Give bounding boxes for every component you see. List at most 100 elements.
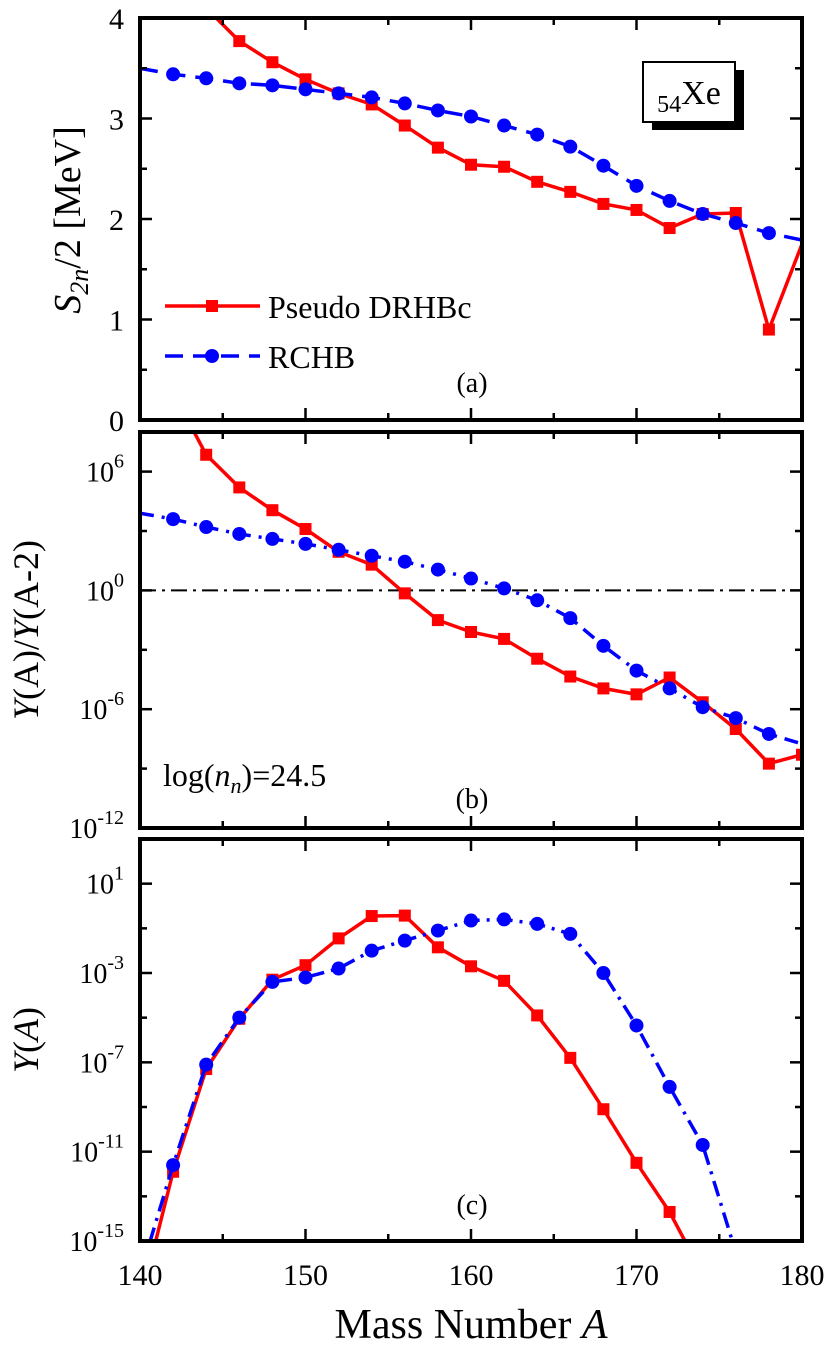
drhbc-point [663,671,676,684]
rchb-point [695,700,710,715]
panel-a-frame [138,16,804,422]
panel-a-ylabel: S2n/2 [MeV] [47,126,94,313]
drhbc-point [762,323,775,336]
panel-b-label: (b) [456,784,489,815]
element-label-box: 54Xe [642,61,744,130]
drhbc-point [564,1051,577,1064]
x-axis-label: Mass Number A [335,1302,608,1348]
rchb-point [298,536,313,551]
rchb-point [331,542,346,557]
drhbc-point [465,960,477,973]
rchb-point [563,611,578,626]
rchb-point [596,158,611,173]
rchb-point [364,943,379,958]
y-tick-label: 10-15 [69,1220,124,1258]
rchb-line-a [140,66,802,242]
rchb-point [364,548,379,563]
rchb-point [728,216,743,231]
rchb-point [265,78,280,93]
drhbc-point [299,523,312,536]
panel-a: 0 1 2 3 4 S2n/2 [MeV] (a) 54Xe Pseudo DRHBc … [47,3,804,438]
panel-c-ylabel: Y(A) [6,1007,46,1073]
drhbc-point [597,682,610,695]
legend-circle-marker [205,349,219,363]
rchb-point [497,912,512,927]
drhbc-point [630,688,643,701]
rchb-point [530,593,545,608]
y-tick-label: 106 [86,451,124,489]
drhbc-point [531,175,544,188]
y-tick-label: 1 [109,305,124,338]
panel-c-frame [138,837,804,1243]
rchb-point [563,139,578,154]
rchb-line-c [148,917,735,1241]
drhbc-point [796,748,802,761]
drhbc-point [431,614,444,627]
rchb-point [530,127,545,142]
rchb-point [497,581,512,596]
rchb-point [166,67,181,82]
rchb-point [265,974,280,989]
drhbc-point [200,448,213,461]
drhbc-point [729,206,742,219]
rchb-point [464,109,478,124]
drhbc-point [398,119,411,132]
element-mass-sub: 54 [657,92,681,118]
rchb-point [232,76,247,91]
y-tick-label: 101 [86,863,124,901]
drhbc-point [630,1156,643,1169]
rchb-point [298,970,313,985]
rchb-point [166,1158,181,1173]
rchb-point [728,711,743,726]
drhbc-point [233,35,246,48]
drhbc-point [498,632,511,645]
drhbc-point [266,56,279,69]
x-tick-label: 180 [780,1259,825,1292]
rchb-point [530,916,545,931]
legend-label-drhbc: Pseudo DRHBc [268,289,472,325]
drhbc-point [531,652,544,665]
rchb-point [761,226,776,241]
legend: Pseudo DRHBc RCHB [165,289,472,375]
y-tick-label: 4 [109,3,124,36]
rchb-point [629,663,644,678]
drhbc-point [465,158,477,171]
drhbc-point [365,910,378,923]
legend-label-rchb: RCHB [268,339,355,375]
rchb-point [199,520,214,535]
rchb-point [199,1057,214,1072]
drhbc-point [663,222,676,235]
x-tick-label: 140 [118,1259,163,1292]
drhbc-point [431,941,444,954]
panel-c: 10-15 10-11 10-7 10-3 101 Y(A) (c) [6,837,804,1258]
rchb-point [232,526,247,541]
rchb-point [397,96,412,111]
element-symbol: Xe [681,75,721,112]
drhbc-point [398,909,411,922]
drhbc-point [299,959,312,972]
drhbc-point [498,974,511,987]
panel-b-frame [138,430,804,830]
y-tick-label: 10-6 [79,688,124,726]
rchb-point [430,103,445,118]
legend-square-marker [206,300,218,312]
rchb-point [662,1079,677,1094]
rchb-point [629,178,644,193]
drhbc-point [431,141,444,154]
drhbc-point [597,197,610,210]
rchb-point [662,681,677,696]
svg-text:54Xe: 54Xe [657,75,721,118]
drhbc-point [332,932,345,945]
rchb-point [464,571,478,586]
drhbc-point [498,160,511,173]
drhbc-point [663,1205,676,1218]
drhbc-point [266,504,279,517]
rchb-point [397,554,412,569]
drhbc-point [762,757,775,770]
rchb-point [232,1010,247,1025]
neutron-density-annotation: log(nn)=24.5 [163,757,326,798]
drhbc-point [233,481,246,494]
panel-a-label: (a) [456,368,487,399]
drhbc-point [465,625,477,638]
